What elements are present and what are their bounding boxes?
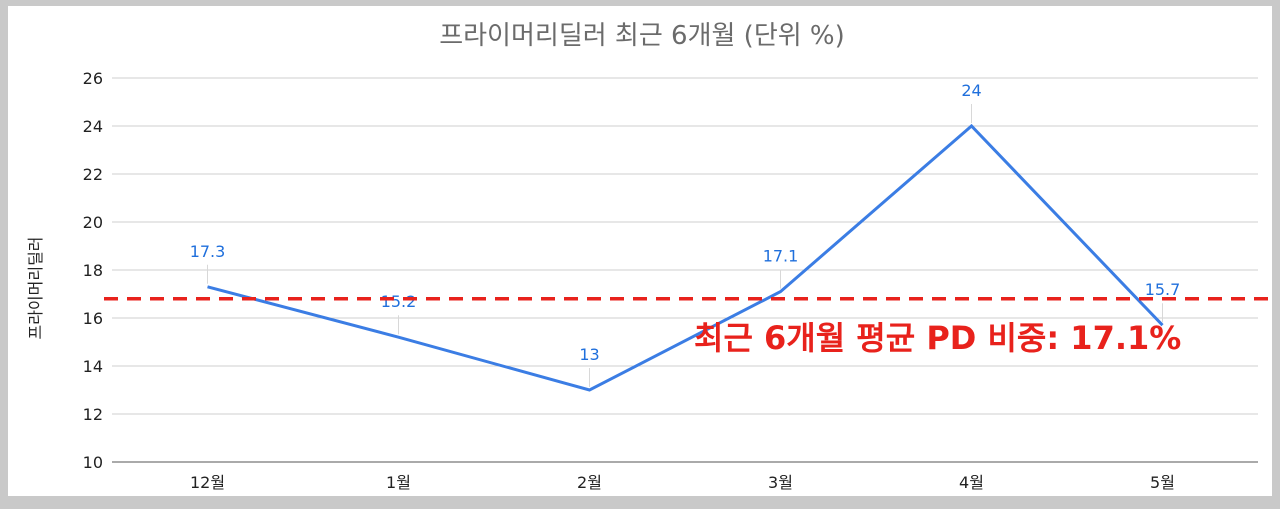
y-tick-label: 12: [83, 405, 103, 424]
y-tick-label: 22: [83, 165, 103, 184]
x-tick-label: 5월: [1150, 473, 1175, 492]
data-labels: 17.3 15.2 13 17.1 24 15.7: [190, 81, 1181, 364]
data-label: 13: [579, 345, 599, 364]
series-line: [207, 123, 1164, 392]
line-chart: 프라이머리딜러 최근 6개월 (단위 %) 프라이머리딜러 10 12 14 16 18…: [26, 21, 1272, 492]
data-label: 17.1: [763, 247, 799, 266]
y-tick-label: 16: [83, 309, 103, 328]
y-tick-label: 26: [83, 69, 103, 88]
average-annotation: 최근 6개월 평균 PD 비중: 17.1%: [694, 319, 1181, 357]
y-tick-label: 24: [83, 117, 103, 136]
y-tick-label: 10: [83, 453, 103, 472]
y-tick-label: 20: [83, 213, 103, 232]
data-label: 24: [961, 81, 981, 100]
x-tick-label: 4월: [959, 473, 984, 492]
data-label: 17.3: [190, 242, 226, 261]
y-tick-label: 18: [83, 261, 103, 280]
label-leader-lines: [207, 104, 1163, 387]
x-tick-label: 2월: [577, 473, 602, 492]
gridlines: [112, 77, 1258, 463]
x-tick-labels: 12월 1월 2월 3월 4월 5월: [190, 473, 1175, 492]
x-tick-label: 3월: [768, 473, 793, 492]
data-label: 15.2: [381, 292, 417, 311]
chart-frame: 프라이머리딜러 최근 6개월 (단위 %) 프라이머리딜러 10 12 14 16 18…: [8, 6, 1272, 496]
y-tick-labels: 10 12 14 16 18 20 22 24 26: [83, 69, 103, 472]
y-axis-label: 프라이머리딜러: [26, 236, 45, 339]
y-tick-label: 14: [83, 357, 103, 376]
x-tick-label: 12월: [190, 473, 225, 492]
chart-title: 프라이머리딜러 최근 6개월 (단위 %): [439, 21, 845, 51]
series-line-group: [207, 123, 1164, 392]
data-label: 15.7: [1145, 280, 1181, 299]
x-tick-label: 1월: [386, 473, 411, 492]
